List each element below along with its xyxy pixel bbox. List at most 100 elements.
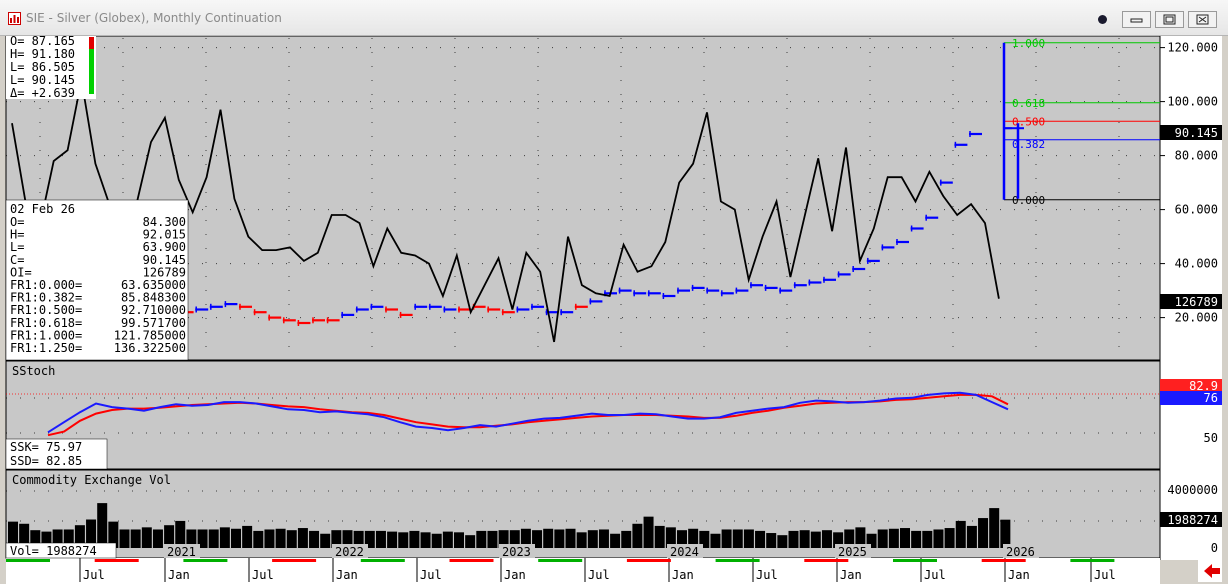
scroll-right-arrow-icon[interactable] <box>1198 560 1222 582</box>
chart-canvas[interactable]: 1.000 0.618 0.500 0.382 0.000 120.000 100.000… <box>0 36 1228 584</box>
volume-bar <box>375 530 386 548</box>
volume-bar <box>275 528 286 548</box>
open-interest-line <box>11 79 1000 343</box>
x-axis-label: Jan <box>336 568 358 582</box>
x-axis-label: Jul <box>1094 568 1116 582</box>
volume-bar <box>387 531 398 548</box>
volume-bar <box>119 529 130 548</box>
x-axis-label: Jul <box>252 568 274 582</box>
x-axis-label: Jan <box>1008 568 1030 582</box>
data-window-key: FR1:1.250= <box>10 341 82 355</box>
volume-bar <box>643 516 654 548</box>
volume-bar <box>74 525 85 548</box>
volume-bar <box>565 528 576 548</box>
title-bar[interactable]: SIE - Silver (Globex), Monthly Continuat… <box>0 0 1228 36</box>
svg-text:1988274: 1988274 <box>1167 513 1218 527</box>
volume-bar <box>699 530 710 548</box>
timeline-segment <box>6 559 50 562</box>
volume-bar <box>509 530 520 548</box>
oi-badge: 126789 <box>1160 294 1222 309</box>
pin-button[interactable] <box>1088 11 1117 28</box>
volume-bar <box>476 530 487 548</box>
volume-bar <box>487 530 498 548</box>
ssd-badge: 82.9 <box>1160 379 1222 393</box>
volume-bar <box>888 528 899 548</box>
volume-bar <box>398 532 409 548</box>
volume-bar <box>576 532 587 548</box>
timeline-segment <box>715 559 760 562</box>
volume-bar <box>877 529 888 548</box>
data-window-key: O= <box>10 215 24 229</box>
volume-bar <box>242 525 253 548</box>
volume-bar <box>766 533 777 548</box>
data-window-key: FR1:1.000= <box>10 328 82 342</box>
volume-bar <box>721 529 732 548</box>
fib-level-label: 1.000 <box>1012 37 1045 50</box>
timeline-segment <box>183 559 228 562</box>
y-tick-label: 20.000 <box>1175 311 1218 325</box>
x-axis-label: Jul <box>924 568 946 582</box>
ohlc-close: L= 90.145 <box>10 73 75 87</box>
volume-tick-0: 0 <box>1211 541 1218 555</box>
data-window-key: L= <box>10 240 24 254</box>
volume-bar <box>465 535 476 548</box>
volume-bar <box>320 533 331 548</box>
volume-bar <box>632 523 643 548</box>
x-axis-label: Jan <box>840 568 862 582</box>
year-label: 2025 <box>838 545 867 559</box>
close-button[interactable] <box>1188 11 1217 28</box>
year-label: 2021 <box>167 545 196 559</box>
volume-bar <box>554 529 565 548</box>
data-window-value: 63.635000 <box>121 278 186 292</box>
x-axis-strip[interactable] <box>6 558 1160 584</box>
x-axis-label: Jan <box>672 568 694 582</box>
timeline-segment <box>893 559 937 562</box>
volume-bar <box>688 528 699 548</box>
volume-bar <box>175 520 186 548</box>
volume-bar <box>755 530 766 548</box>
data-window-value: 121.785000 <box>114 328 186 342</box>
y-tick-label: 60.000 <box>1175 203 1218 217</box>
price-badge: 90.145 <box>1160 125 1222 140</box>
year-label: 2024 <box>670 545 699 559</box>
stoch-title: SStoch <box>12 364 55 378</box>
volume-bar <box>86 519 97 548</box>
volume-bar <box>933 529 944 548</box>
y-tick-label: 120.000 <box>1167 41 1218 55</box>
minimize-button[interactable] <box>1122 11 1151 28</box>
volume-bar <box>677 530 687 548</box>
ohlc-change: Δ= +2.639 <box>10 86 75 100</box>
restore-button[interactable] <box>1155 11 1184 28</box>
volume-bar <box>833 532 844 548</box>
timeline-segment <box>1070 559 1115 562</box>
volume-bar <box>130 529 141 548</box>
data-window-value: 90.145 <box>143 253 186 267</box>
year-label-bg <box>499 544 535 558</box>
dot-icon <box>1098 15 1107 24</box>
volume-bar <box>253 530 264 548</box>
volume-bar <box>665 527 676 548</box>
fib-level-label: 0.382 <box>1012 138 1045 151</box>
year-label: 2023 <box>502 545 531 559</box>
ohlc-high: H= 91.180 <box>10 47 75 61</box>
volume-bar <box>799 530 810 548</box>
data-window-key: FR1:0.618= <box>10 316 82 330</box>
volume-bar <box>743 529 754 548</box>
volume-bar <box>454 532 464 548</box>
x-axis-label: Jul <box>83 568 105 582</box>
data-window-key: C= <box>10 253 24 267</box>
volume-bar <box>208 529 219 548</box>
volume-bar <box>231 528 241 548</box>
volume-bar <box>944 528 955 548</box>
stoch-ssk-readout: SSK= 75.97 <box>10 440 82 454</box>
volume-bar <box>197 529 208 548</box>
data-window-date: 02 Feb 26 <box>10 202 75 216</box>
data-window-value: 63.900 <box>143 240 186 254</box>
volume-bar <box>911 530 922 548</box>
x-axis-label: Jul <box>588 568 610 582</box>
volume-bar <box>164 525 175 548</box>
volume-title: Commodity Exchange Vol <box>12 473 171 487</box>
data-window-value: 92.710000 <box>121 303 186 317</box>
svg-text:126789: 126789 <box>1175 295 1218 309</box>
data-window-key: FR1:0.000= <box>10 278 82 292</box>
